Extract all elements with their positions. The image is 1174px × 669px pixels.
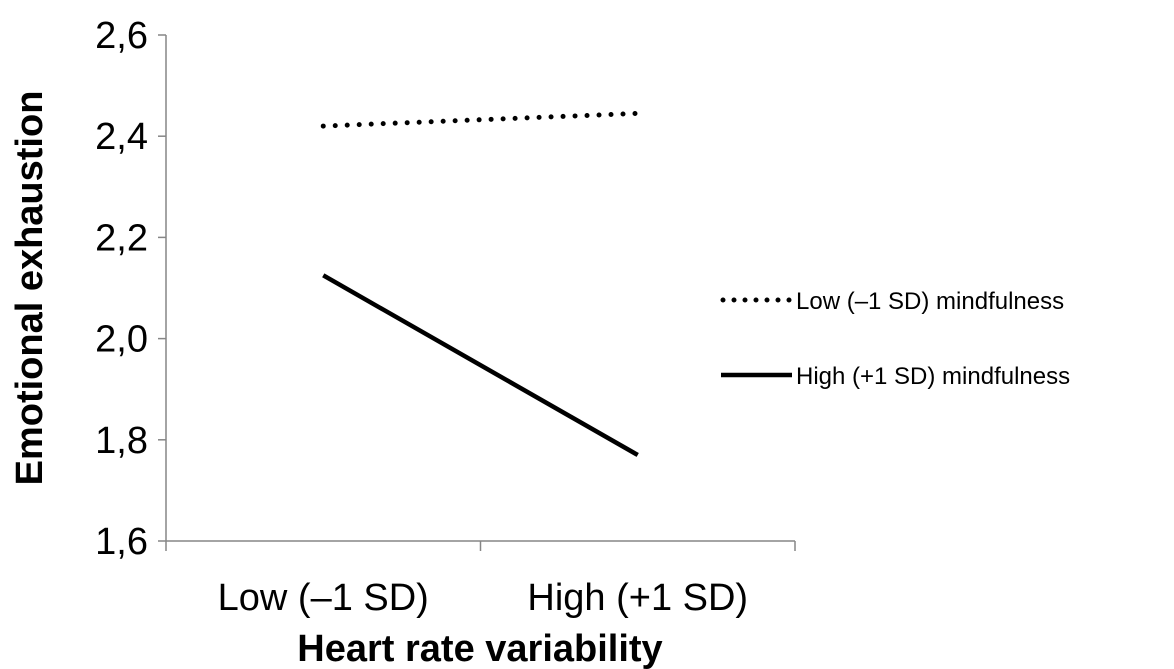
x-tick-label: Low (–1 SD) (218, 577, 429, 619)
y-tick-label: 1,8 (95, 420, 148, 462)
y-tick-label: 1,6 (95, 521, 148, 563)
y-tick-label: 2,6 (95, 15, 148, 57)
axes (158, 34, 796, 551)
y-tick-label: 2,2 (95, 217, 148, 259)
y-axis-title: Emotional exhaustion (9, 91, 51, 486)
series-line-high-mindfulness (322, 273, 639, 457)
legend-label: Low (–1 SD) mindfulness (796, 288, 1064, 315)
y-tick-labels: 1,6 1,8 2,0 2,2 2,4 2,6 (95, 15, 148, 563)
x-tick-label: High (+1 SD) (527, 577, 748, 619)
x-axis-title: Heart rate variability (297, 628, 662, 669)
y-tick-label: 2,4 (95, 116, 148, 158)
x-tick-labels: Low (–1 SD) High (+1 SD) (218, 577, 748, 619)
series-line-low-mindfulness (320, 110, 641, 129)
legend: Low (–1 SD) mindfulness High (+1 SD) mind… (720, 288, 1070, 390)
series-layer (320, 110, 641, 457)
y-tick-label: 2,0 (95, 319, 148, 361)
legend-label: High (+1 SD) mindfulness (796, 363, 1070, 390)
